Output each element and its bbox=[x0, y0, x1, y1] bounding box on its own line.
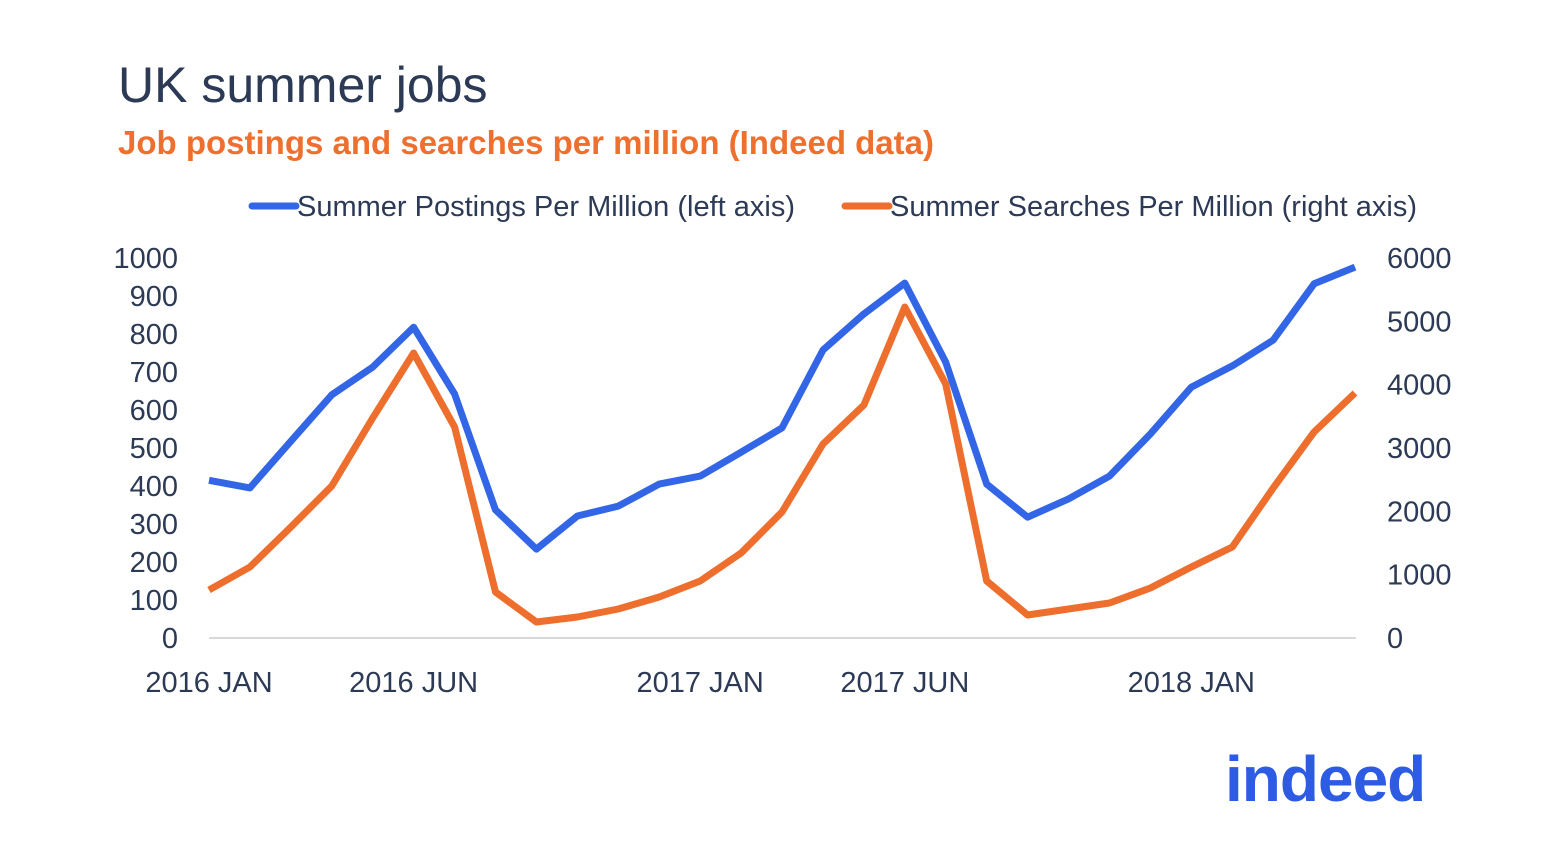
x-tick-label: 2017 JAN bbox=[636, 667, 763, 699]
chart-subtitle: Job postings and searches per million (I… bbox=[118, 124, 934, 161]
y-left-tick-label: 600 bbox=[130, 395, 178, 427]
y-left-tick-label: 200 bbox=[130, 547, 178, 579]
y-left-tick-label: 300 bbox=[130, 509, 178, 541]
y-left-tick-label: 1000 bbox=[113, 243, 178, 275]
chart-title: UK summer jobs bbox=[118, 57, 488, 113]
x-tick-label: 2016 JAN bbox=[145, 667, 272, 699]
y-right-tick-label: 4000 bbox=[1387, 370, 1452, 402]
series-line-postings bbox=[208, 263, 1357, 553]
y-right-tick-label: 3000 bbox=[1387, 433, 1452, 465]
y-left-tick-label: 400 bbox=[130, 471, 178, 503]
x-tick-label: 2017 JUN bbox=[840, 667, 969, 699]
legend-label: Summer Postings Per Million (left axis) bbox=[297, 191, 795, 223]
y-right-tick-label: 2000 bbox=[1387, 496, 1452, 528]
x-tick-label: 2016 JUN bbox=[349, 667, 478, 699]
series-line-searches bbox=[207, 303, 1358, 626]
y-left-tick-label: 700 bbox=[130, 357, 178, 389]
indeed-logo: indeed bbox=[1225, 743, 1426, 815]
y-left-tick-label: 900 bbox=[130, 281, 178, 313]
y-right-tick-label: 1000 bbox=[1387, 560, 1452, 592]
y-left-tick-label: 500 bbox=[130, 433, 178, 465]
y-left-tick-label: 0 bbox=[162, 623, 178, 655]
y-right-tick-label: 5000 bbox=[1387, 306, 1452, 338]
y-right-tick-label: 6000 bbox=[1387, 243, 1452, 275]
y-right-tick-label: 0 bbox=[1387, 623, 1403, 655]
x-tick-label: 2018 JAN bbox=[1128, 667, 1255, 699]
y-left-tick-label: 100 bbox=[130, 585, 178, 617]
legend-label: Summer Searches Per Million (right axis) bbox=[890, 191, 1417, 223]
y-left-tick-label: 800 bbox=[130, 319, 178, 351]
